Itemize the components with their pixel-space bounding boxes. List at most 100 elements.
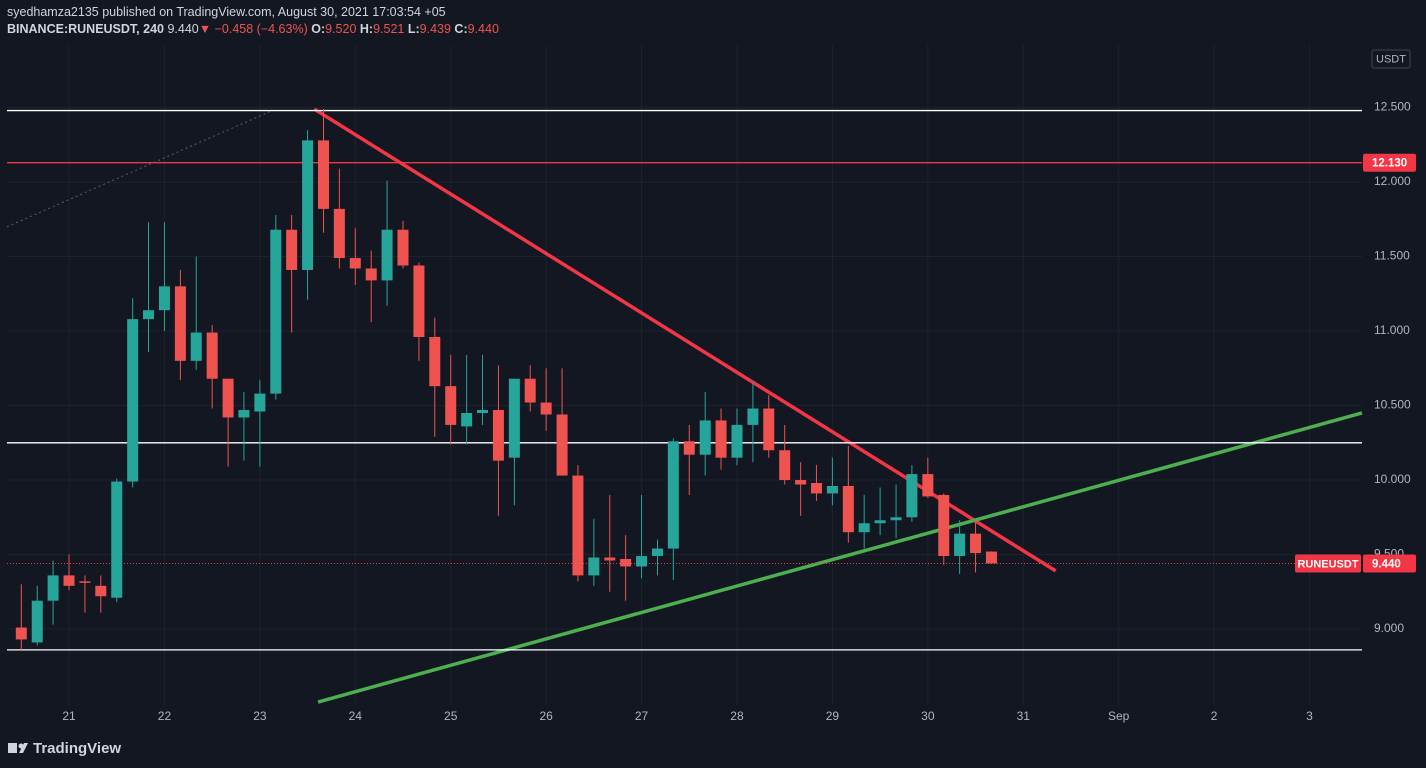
- candle-body: [349, 258, 361, 269]
- currency: USDT: [1376, 53, 1406, 65]
- candle-body: [206, 332, 218, 379]
- last-price-name: RUNEUSDT: [1297, 558, 1358, 570]
- change: −0.458 (−4.63%): [214, 22, 308, 36]
- x-tick-label: 26: [539, 709, 553, 723]
- candle-body: [795, 480, 807, 485]
- o-label: O:: [311, 22, 326, 36]
- candle-body: [79, 581, 91, 583]
- candle-body: [556, 414, 568, 476]
- y-tick-label: 10.000: [1374, 472, 1411, 486]
- candle-body: [127, 319, 139, 482]
- candle-body: [938, 494, 950, 557]
- h-label: H:: [359, 22, 374, 36]
- candle-body: [63, 575, 75, 586]
- trend-line: [317, 411, 1363, 704]
- l-label: L:: [407, 22, 420, 36]
- candle-body: [763, 408, 775, 451]
- price-tag-label: 12.130: [1372, 158, 1407, 170]
- candle-body: [397, 229, 409, 266]
- x-tick-label: 21: [62, 709, 76, 723]
- x-tick-label: 30: [921, 709, 935, 723]
- price-tag: [1363, 153, 1416, 172]
- h: 9.521: [373, 22, 405, 36]
- candle-body: [731, 424, 743, 458]
- candle-body: [476, 410, 488, 413]
- y-tick-label: 12.000: [1374, 174, 1411, 188]
- candle-body: [365, 268, 377, 281]
- candle-body: [588, 557, 600, 576]
- y-tick-label: 11.500: [1374, 249, 1410, 263]
- x-tick-label: 24: [349, 709, 363, 723]
- candle-body: [779, 450, 791, 481]
- candle-body: [985, 551, 997, 564]
- l: 9.439: [419, 22, 451, 36]
- candle-body: [858, 523, 870, 533]
- candle-body: [874, 520, 886, 524]
- candle-body: [699, 420, 711, 455]
- x-tick-label: 29: [826, 709, 840, 723]
- candle-body: [254, 393, 266, 412]
- author-line: syedhamza2135 published on TradingView.c…: [7, 5, 446, 19]
- candle-body: [826, 485, 838, 494]
- candle-body: [111, 481, 123, 598]
- candle-body: [413, 265, 425, 338]
- c-label: C:: [454, 22, 468, 36]
- last-price-name-tag: [1295, 554, 1361, 573]
- candle-body: [747, 408, 759, 425]
- candle-body: [651, 548, 663, 557]
- candle-body: [954, 533, 966, 557]
- candle-body: [683, 441, 695, 455]
- candle-body: [47, 575, 59, 601]
- candle-body: [318, 140, 330, 209]
- candle-body: [15, 627, 27, 640]
- candle-body: [270, 229, 282, 394]
- symbol-line: BINANCE:RUNEUSDT, 240 9.440▼ −0.458 (−4.…: [7, 21, 499, 38]
- brand-logo: [8, 743, 28, 753]
- candle-body: [286, 229, 298, 270]
- candle-body: [95, 585, 107, 597]
- candle-body: [620, 558, 632, 567]
- x-tick-label: 27: [635, 709, 649, 723]
- candle-body: [429, 337, 441, 387]
- candle-body: [508, 378, 520, 458]
- candle-body: [890, 517, 902, 521]
- o: 9.520: [325, 22, 357, 36]
- y-tick-label: 12.500: [1374, 100, 1411, 114]
- candle-body: [524, 378, 536, 403]
- candle-body: [970, 533, 982, 554]
- y-tick-label: 9.000: [1374, 621, 1404, 635]
- candle-body: [445, 386, 457, 425]
- currency-box: [1371, 49, 1411, 69]
- candle-body: [715, 420, 727, 458]
- candle-body: [302, 140, 314, 270]
- candle-body: [572, 475, 584, 576]
- x-tick-label: 2: [1211, 709, 1218, 723]
- y-tick-label: 10.500: [1374, 398, 1411, 412]
- candle-body: [636, 556, 648, 567]
- c: 9.440: [467, 22, 499, 36]
- candle-body: [461, 412, 473, 427]
- last-price-tag: [1363, 554, 1416, 573]
- brand: TradingView: [33, 740, 121, 757]
- candle-body: [381, 229, 393, 281]
- x-tick-label: 22: [158, 709, 172, 723]
- trend-line: [6, 110, 273, 228]
- candle-body: [31, 600, 43, 643]
- y-tick-label: 11.000: [1374, 323, 1410, 337]
- candle-body: [667, 441, 679, 549]
- candle-body: [492, 410, 504, 461]
- candle-body: [158, 286, 170, 311]
- x-tick-label: Sep: [1108, 709, 1130, 723]
- x-tick-label: 3: [1306, 709, 1313, 723]
- x-tick-label: 25: [444, 709, 458, 723]
- last-price-label: 9.440: [1372, 558, 1401, 570]
- candle-body: [190, 332, 202, 361]
- candle-body: [143, 310, 155, 320]
- candle-body: [906, 474, 918, 518]
- candle-body: [842, 485, 854, 533]
- candle-body: [922, 474, 934, 497]
- arrow: ▼: [198, 22, 212, 36]
- candle-body: [174, 286, 186, 361]
